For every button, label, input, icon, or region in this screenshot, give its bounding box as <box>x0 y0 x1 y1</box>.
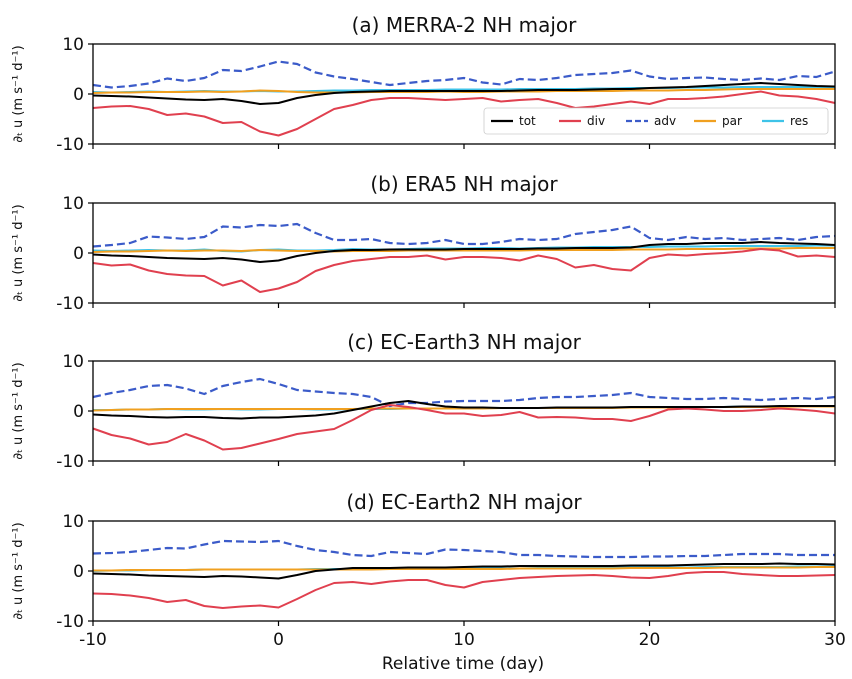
series-line-div <box>92 404 836 451</box>
panel-d: (d) EC-Earth2 NH major ∂ₜ u (m s⁻¹ d⁻¹) 10… <box>11 490 846 650</box>
y-tick-label: 10 <box>62 352 84 372</box>
y-tick-label: -10 <box>56 452 84 472</box>
series-line-adv <box>92 222 836 248</box>
plot-frame <box>92 202 836 304</box>
y-axis-label: ∂ₜ u (m s⁻¹ d⁻¹) <box>11 362 26 459</box>
y-tick-label: 10 <box>62 194 84 214</box>
y-axis-label: ∂ₜ u (m s⁻¹ d⁻¹) <box>11 204 26 301</box>
panel-title: (c) EC-Earth3 NH major <box>347 330 581 354</box>
panel-b: (b) ERA5 NH major ∂ₜ u (m s⁻¹ d⁻¹) 10 0 -10 <box>11 172 836 314</box>
series-line-div <box>92 90 836 137</box>
legend-label-par: par <box>722 114 742 128</box>
legend-label-div: div <box>587 114 605 128</box>
x-tick-label: 10 <box>453 630 475 650</box>
panel-title: (b) ERA5 NH major <box>370 172 558 196</box>
y-tick-label: 10 <box>62 512 84 532</box>
y-tick-label: -10 <box>56 135 84 155</box>
y-tick-label: 0 <box>73 85 84 105</box>
panel-c: (c) EC-Earth3 NH major ∂ₜ u (m s⁻¹ d⁻¹) 10… <box>11 330 836 472</box>
panel-a: (a) MERRA-2 NH major ∂ₜ u (m s⁻¹ d⁻¹) 10 0 -… <box>11 13 836 155</box>
plot-frame <box>92 43 836 145</box>
legend-label-tot: tot <box>519 114 536 128</box>
y-tick-label: 10 <box>62 35 84 55</box>
x-axis-label: Relative time (day) <box>382 654 544 674</box>
legend-box <box>483 107 829 135</box>
series-line-tot <box>92 562 836 580</box>
panel-title: (d) EC-Earth2 NH major <box>346 490 582 514</box>
series-line-div <box>92 248 836 293</box>
panel-title: (a) MERRA-2 NH major <box>352 13 578 37</box>
series-line-adv <box>92 377 836 408</box>
series-line-tot <box>92 400 835 420</box>
y-tick-label: 0 <box>73 562 84 582</box>
series-line-adv <box>92 539 835 559</box>
y-tick-label: 0 <box>73 402 84 422</box>
plot-frame <box>92 360 836 462</box>
series-line-par <box>93 566 835 572</box>
y-axis-label: ∂ₜ u (m s⁻¹ d⁻¹) <box>11 45 26 142</box>
series-line-div <box>92 571 836 609</box>
x-tick-label: -10 <box>79 630 107 650</box>
y-tick-label: -10 <box>56 294 84 314</box>
y-axis-label: ∂ₜ u (m s⁻¹ d⁻¹) <box>11 522 26 619</box>
legend-label-adv: adv <box>654 114 676 128</box>
series-line-tot <box>92 241 836 263</box>
y-tick-label: -10 <box>56 612 84 632</box>
y-tick-label: 0 <box>73 244 84 264</box>
x-tick-label: 20 <box>639 630 661 650</box>
x-tick-label: 30 <box>824 630 846 650</box>
x-tick-label: 0 <box>273 630 284 650</box>
legend: tot div adv par res <box>483 107 829 135</box>
series-line-adv <box>92 60 836 89</box>
series-line-tot <box>92 82 836 105</box>
legend-label-res: res <box>790 114 808 128</box>
series-line-par <box>92 247 835 253</box>
plot-frame <box>92 520 836 622</box>
